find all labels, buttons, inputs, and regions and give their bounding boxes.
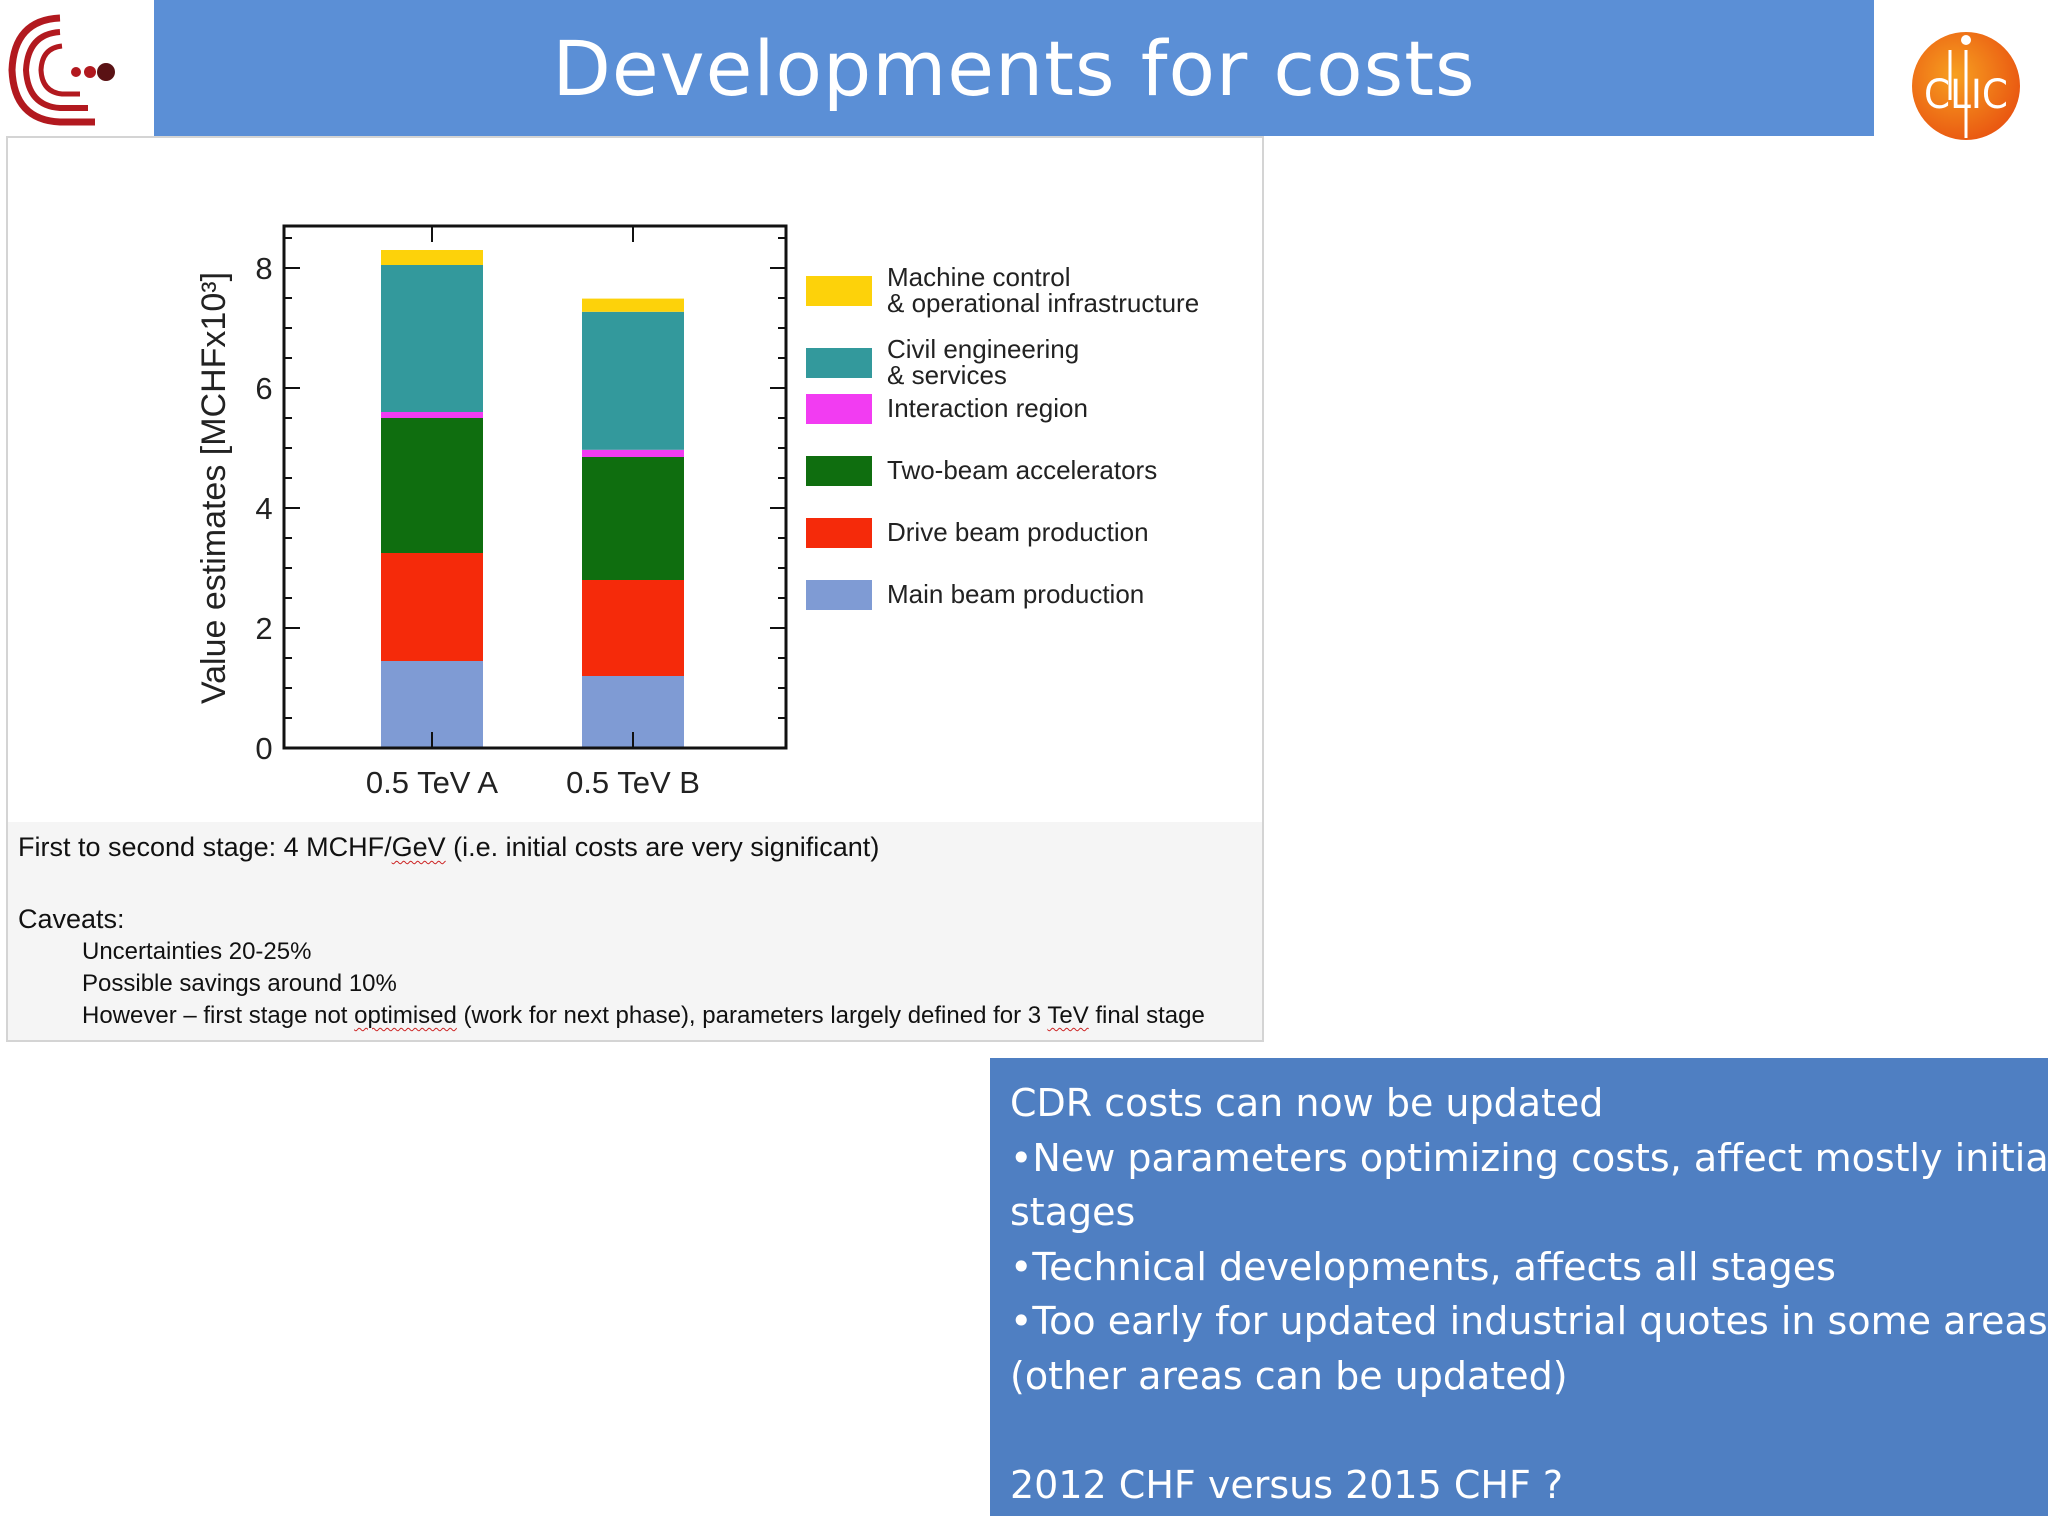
ilc-logo: [8, 14, 115, 126]
caveats-label: Caveats:: [18, 904, 125, 934]
caption-main-unit: GeV: [391, 832, 446, 862]
bar-segment: [381, 418, 483, 553]
plot-area: 0.5 TeV A 0.5 TeV B 0 2 4 6 8 Value estimates […: [195, 224, 1199, 800]
caveat-item: However – first stage not optimised (wor…: [82, 1002, 1205, 1030]
bar-segment: [582, 449, 684, 457]
info-line: 2012 CHF versus 2015 CHF ?: [1010, 1462, 1564, 1507]
bar-segment: [381, 412, 483, 418]
figure-panel: 0.5 TeV A 0.5 TeV B 0 2 4 6 8 Value estimates […: [6, 136, 1264, 1042]
legend-label: & services: [887, 360, 1007, 390]
caveat-item: Possible savings around 10%: [82, 970, 397, 997]
cost-chart: 0.5 TeV A 0.5 TeV B 0 2 4 6 8 Value estimates […: [195, 224, 1199, 800]
caption-area: First to second stage: 4 MCHF/GeV (i.e. …: [8, 822, 1262, 1040]
y-tick-label: 6: [255, 371, 272, 406]
legend-swatch: [806, 518, 872, 548]
bar-segment: [381, 553, 483, 661]
info-line: stages: [1010, 1190, 1136, 1234]
legend-label: Interaction region: [887, 393, 1088, 423]
legend-swatch: [806, 456, 872, 486]
x-tick-label: 0.5 TeV A: [366, 765, 498, 800]
caption-main-prefix: First to second stage: 4 MCHF/: [18, 832, 392, 862]
info-line: (other areas can be updated): [1010, 1353, 1568, 1398]
bar-segment: [582, 311, 684, 450]
legend-swatch: [806, 348, 872, 378]
caveat-3-part: However – first stage not: [82, 1002, 355, 1029]
info-line: •Technical developments, affects all sta…: [1010, 1244, 1836, 1289]
caveat-3-part: TeV: [1047, 1002, 1089, 1029]
caveat-3-part: (work for next phase), parameters largel…: [456, 1002, 1048, 1029]
info-line: •New parameters optimizing costs, affect…: [1010, 1135, 2048, 1180]
caveat-item: Uncertainties 20-25%: [82, 938, 312, 965]
caveat-3-part: optimised: [354, 1002, 457, 1029]
slide-title: Developments for costs: [552, 23, 1476, 113]
y-tick-label: 4: [255, 491, 272, 526]
bar-segment: [582, 580, 684, 676]
clic-logo: CLIC: [1912, 32, 2020, 140]
legend-swatch: [806, 580, 872, 610]
legend-label: Machine control: [887, 262, 1071, 292]
plot-frame: [282, 224, 788, 750]
legend-swatch: [806, 276, 872, 306]
caption-main-suffix: (i.e. initial costs are very significant…: [445, 832, 880, 862]
legend-label: Main beam production: [887, 579, 1144, 609]
info-line: CDR costs can now be updated: [1010, 1081, 1604, 1125]
legend-label: & operational infrastructure: [887, 288, 1199, 318]
bar-segment: [582, 298, 684, 312]
y-tick-label: 0: [255, 731, 272, 766]
title-bar: Developments for costs: [154, 0, 1874, 136]
y-tick-label: 2: [255, 611, 272, 646]
info-line: •Too early for updated industrial quotes…: [1010, 1299, 2048, 1343]
caption-main-text: First to second stage: 4 MCHF/GeV (i.e. …: [18, 832, 879, 863]
caveat-3-part: final stage: [1088, 1002, 1205, 1029]
clic-logo-text: CLIC: [1924, 72, 2008, 118]
legend-swatch: [806, 394, 872, 424]
y-axis-label: Value estimates [MCHFx10³]: [195, 272, 233, 704]
legend-label: Drive beam production: [887, 517, 1149, 547]
info-box: CDR costs can now be updated •New parame…: [990, 1058, 2048, 1516]
bar-segment: [381, 250, 483, 265]
info-line: [1010, 1403, 2028, 1458]
legend-label: Two-beam accelerators: [887, 455, 1157, 485]
y-tick-label: 8: [255, 251, 272, 286]
bar-segment: [582, 457, 684, 580]
legend-label: Civil engineering: [887, 334, 1079, 364]
x-tick-label: 0.5 TeV B: [566, 765, 700, 800]
bar-segment: [381, 265, 483, 412]
